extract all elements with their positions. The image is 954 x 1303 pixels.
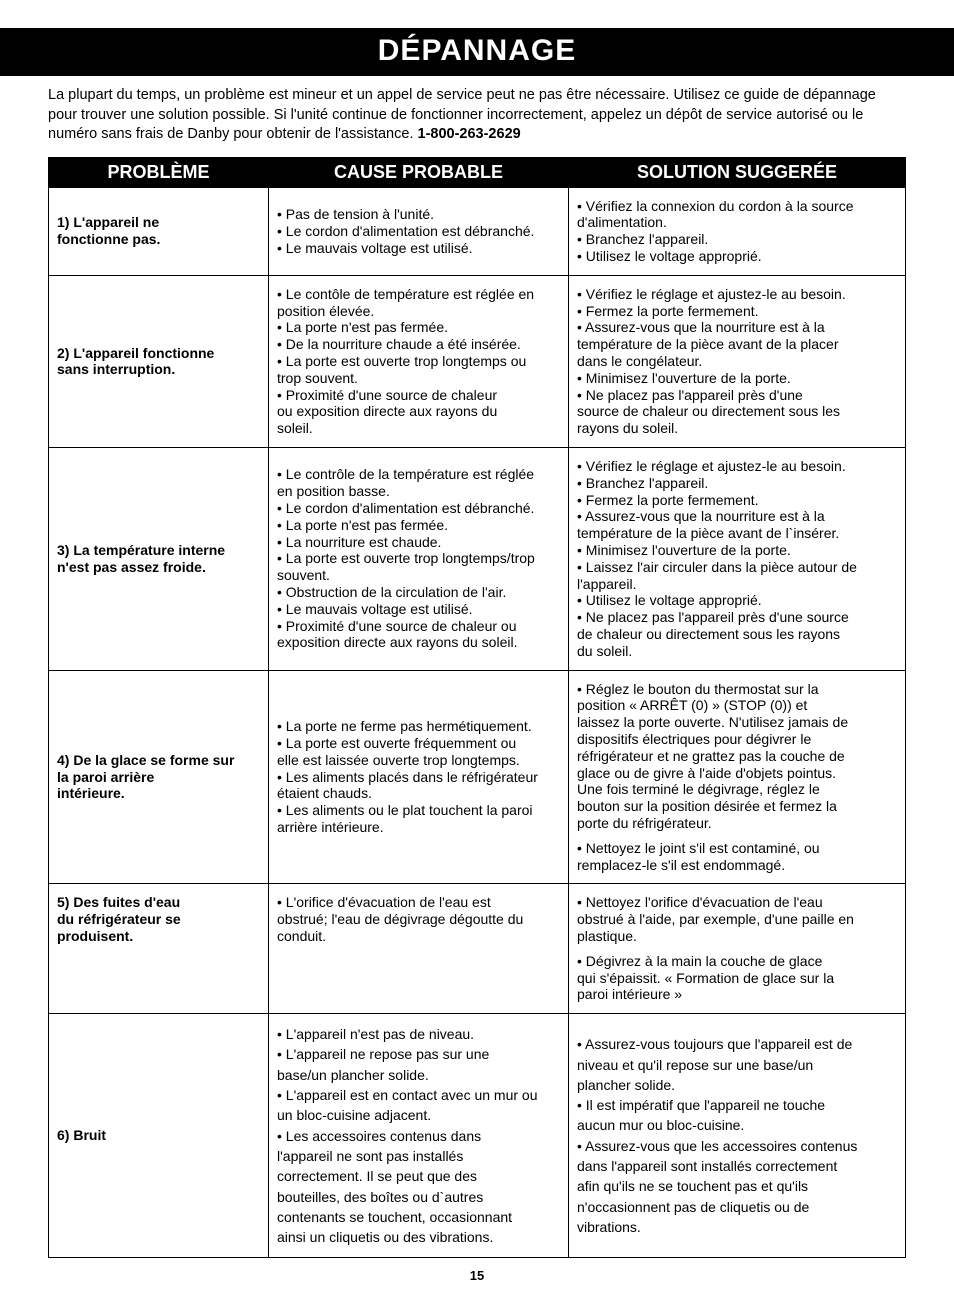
troubleshooting-table: PROBLÈME CAUSE PROBABLE SOLUTION SUGGERÉ… bbox=[48, 157, 906, 1259]
solution-cell: • Vérifiez le réglage et ajustez-le au b… bbox=[569, 275, 906, 447]
solution-cell: • Réglez le bouton du thermostat sur la … bbox=[569, 670, 906, 884]
problem-cell: 3) La température interne n'est pas asse… bbox=[49, 448, 269, 671]
page-number: 15 bbox=[0, 1268, 954, 1303]
header-cause: CAUSE PROBABLE bbox=[269, 157, 569, 187]
cause-cell: • L'appareil n'est pas de niveau. • L'ap… bbox=[269, 1014, 569, 1258]
solution-cell: • Nettoyez l'orifice d'évacuation de l'e… bbox=[569, 884, 906, 1014]
cause-cell: • La porte ne ferme pas hermétiquement. … bbox=[269, 670, 569, 884]
solution-paragraph: • Nettoyez l'orifice d'évacuation de l'e… bbox=[577, 894, 897, 944]
cause-cell: • Le contôle de température est réglée e… bbox=[269, 275, 569, 447]
solution-cell: • Vérifiez le réglage et ajustez-le au b… bbox=[569, 448, 906, 671]
problem-cell: 1) L'appareil ne fonctionne pas. bbox=[49, 187, 269, 275]
cause-cell: • Pas de tension à l'unité. • Le cordon … bbox=[269, 187, 569, 275]
header-solution: SOLUTION SUGGERÉE bbox=[569, 157, 906, 187]
solution-cell: • Vérifiez la connexion du cordon à la s… bbox=[569, 187, 906, 275]
table-row: 3) La température interne n'est pas asse… bbox=[49, 448, 906, 671]
table-row: 4) De la glace se forme sur la paroi arr… bbox=[49, 670, 906, 884]
table-row: 1) L'appareil ne fonctionne pas. • Pas d… bbox=[49, 187, 906, 275]
solution-paragraph: • Nettoyez le joint s'il est contaminé, … bbox=[577, 840, 897, 874]
problem-cell: 5) Des fuites d'eau du réfrigérateur se … bbox=[49, 884, 269, 1014]
page-title: DÉPANNAGE bbox=[0, 28, 954, 76]
cause-cell: • L'orifice d'évacuation de l'eau est ob… bbox=[269, 884, 569, 1014]
cause-cell: • Le contrôle de la température est régl… bbox=[269, 448, 569, 671]
problem-cell: 4) De la glace se forme sur la paroi arr… bbox=[49, 670, 269, 884]
table-row: 5) Des fuites d'eau du réfrigérateur se … bbox=[49, 884, 906, 1014]
intro-paragraph: La plupart du temps, un problème est min… bbox=[0, 76, 954, 151]
header-problem: PROBLÈME bbox=[49, 157, 269, 187]
table-header-row: PROBLÈME CAUSE PROBABLE SOLUTION SUGGERÉ… bbox=[49, 157, 906, 187]
solution-cell: • Assurez-vous toujours que l'appareil e… bbox=[569, 1014, 906, 1258]
table-row: 2) L'appareil fonctionne sans interrupti… bbox=[49, 275, 906, 447]
table-row: 6) Bruit • L'appareil n'est pas de nivea… bbox=[49, 1014, 906, 1258]
solution-paragraph: • Dégivrez à la main la couche de glace … bbox=[577, 953, 897, 1003]
problem-cell: 2) L'appareil fonctionne sans interrupti… bbox=[49, 275, 269, 447]
problem-cell: 6) Bruit bbox=[49, 1014, 269, 1258]
support-phone: 1-800-263-2629 bbox=[418, 126, 521, 142]
solution-paragraph: • Réglez le bouton du thermostat sur la … bbox=[577, 681, 897, 832]
